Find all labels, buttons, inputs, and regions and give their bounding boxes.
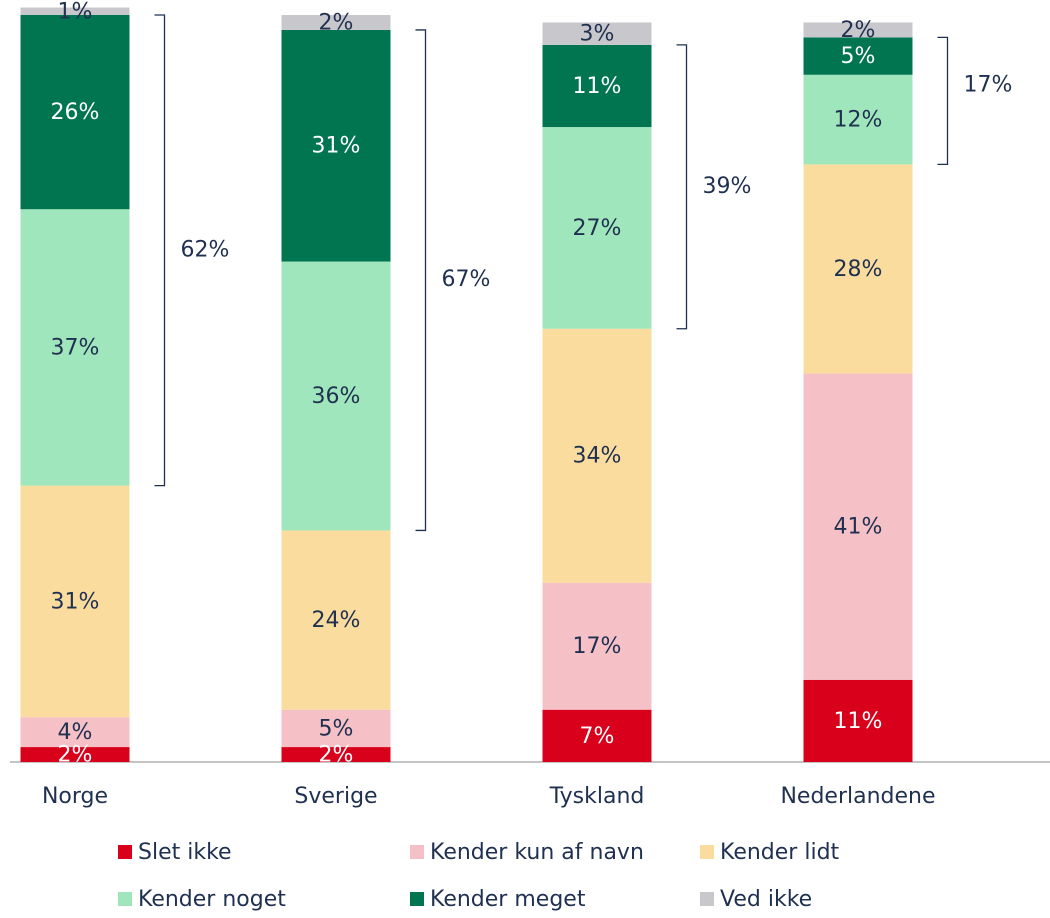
- data-label: 31%: [312, 134, 361, 159]
- bar-segment: [803, 164, 913, 374]
- legend-label: Ved ikke: [720, 887, 812, 912]
- bar-segment: [20, 7, 130, 15]
- legend-label: Kender meget: [430, 887, 586, 912]
- data-label: 36%: [312, 384, 361, 409]
- bracket: [154, 14, 166, 487]
- legend-swatch: [118, 845, 132, 859]
- x-tick-label: Tyskland: [549, 784, 645, 809]
- bar-segment: [542, 709, 652, 762]
- bar-segment: [20, 209, 130, 486]
- x-tick-label: Nederlandene: [780, 784, 935, 809]
- data-label: 12%: [834, 108, 883, 133]
- bar-segment: [281, 29, 391, 262]
- data-label: 5%: [841, 44, 876, 69]
- x-tick-label: Norge: [42, 784, 108, 809]
- data-label: 11%: [834, 709, 883, 734]
- bar-segment: [20, 15, 130, 210]
- bar-segment: [803, 74, 913, 165]
- bar-segment: [803, 373, 913, 680]
- bar-segment: [20, 747, 130, 762]
- bracket-label: 62%: [181, 237, 230, 262]
- bar-segment: [281, 709, 391, 748]
- data-label: 37%: [51, 335, 100, 360]
- bracket: [937, 36, 949, 166]
- bar-segment: [803, 37, 913, 75]
- bar-segment: [20, 717, 130, 748]
- legend-label: Kender noget: [138, 887, 286, 912]
- data-label: 2%: [319, 10, 354, 35]
- data-label: 31%: [51, 589, 100, 614]
- bar-segment: [542, 44, 652, 128]
- bar-segment: [281, 15, 391, 30]
- legend-swatch: [410, 845, 424, 859]
- data-label: 2%: [841, 18, 876, 43]
- bracket: [676, 44, 688, 330]
- bar-segment: [542, 328, 652, 583]
- data-label: 24%: [312, 608, 361, 633]
- bar-segment: [542, 22, 652, 45]
- bar-segment: [803, 22, 913, 38]
- legend-swatch: [410, 892, 424, 906]
- x-tick-label: Sverige: [294, 784, 377, 809]
- data-label: 4%: [58, 720, 93, 745]
- bracket-label: 67%: [442, 267, 491, 292]
- legend-swatch: [700, 892, 714, 906]
- bracket-label: 17%: [964, 72, 1013, 97]
- data-label: 17%: [573, 634, 622, 659]
- bar-segment: [20, 485, 130, 718]
- bar-segment: [281, 530, 391, 710]
- data-label: 34%: [573, 444, 622, 469]
- bar-segment: [542, 582, 652, 710]
- bar-segment: [542, 127, 652, 329]
- data-label: 5%: [319, 716, 354, 741]
- data-label: 3%: [580, 22, 615, 47]
- bracket: [415, 29, 427, 532]
- data-label: 41%: [834, 515, 883, 540]
- legend-label: Slet ikke: [138, 840, 232, 865]
- bracket-label: 39%: [703, 174, 752, 199]
- data-label: 27%: [573, 216, 622, 241]
- legend-swatch: [118, 892, 132, 906]
- data-label: 7%: [580, 724, 615, 749]
- legend-label: Kender lidt: [720, 840, 840, 865]
- bar-segment: [281, 747, 391, 762]
- data-label: 26%: [51, 100, 100, 125]
- data-label: 11%: [573, 74, 622, 99]
- bar-segment: [281, 261, 391, 531]
- data-label: 1%: [58, 0, 93, 24]
- data-label: 28%: [834, 257, 883, 282]
- bar-segment: [803, 679, 913, 762]
- legend-swatch: [700, 845, 714, 859]
- legend-label: Kender kun af navn: [430, 840, 644, 865]
- data-label: 2%: [319, 743, 354, 768]
- data-label: 2%: [58, 743, 93, 768]
